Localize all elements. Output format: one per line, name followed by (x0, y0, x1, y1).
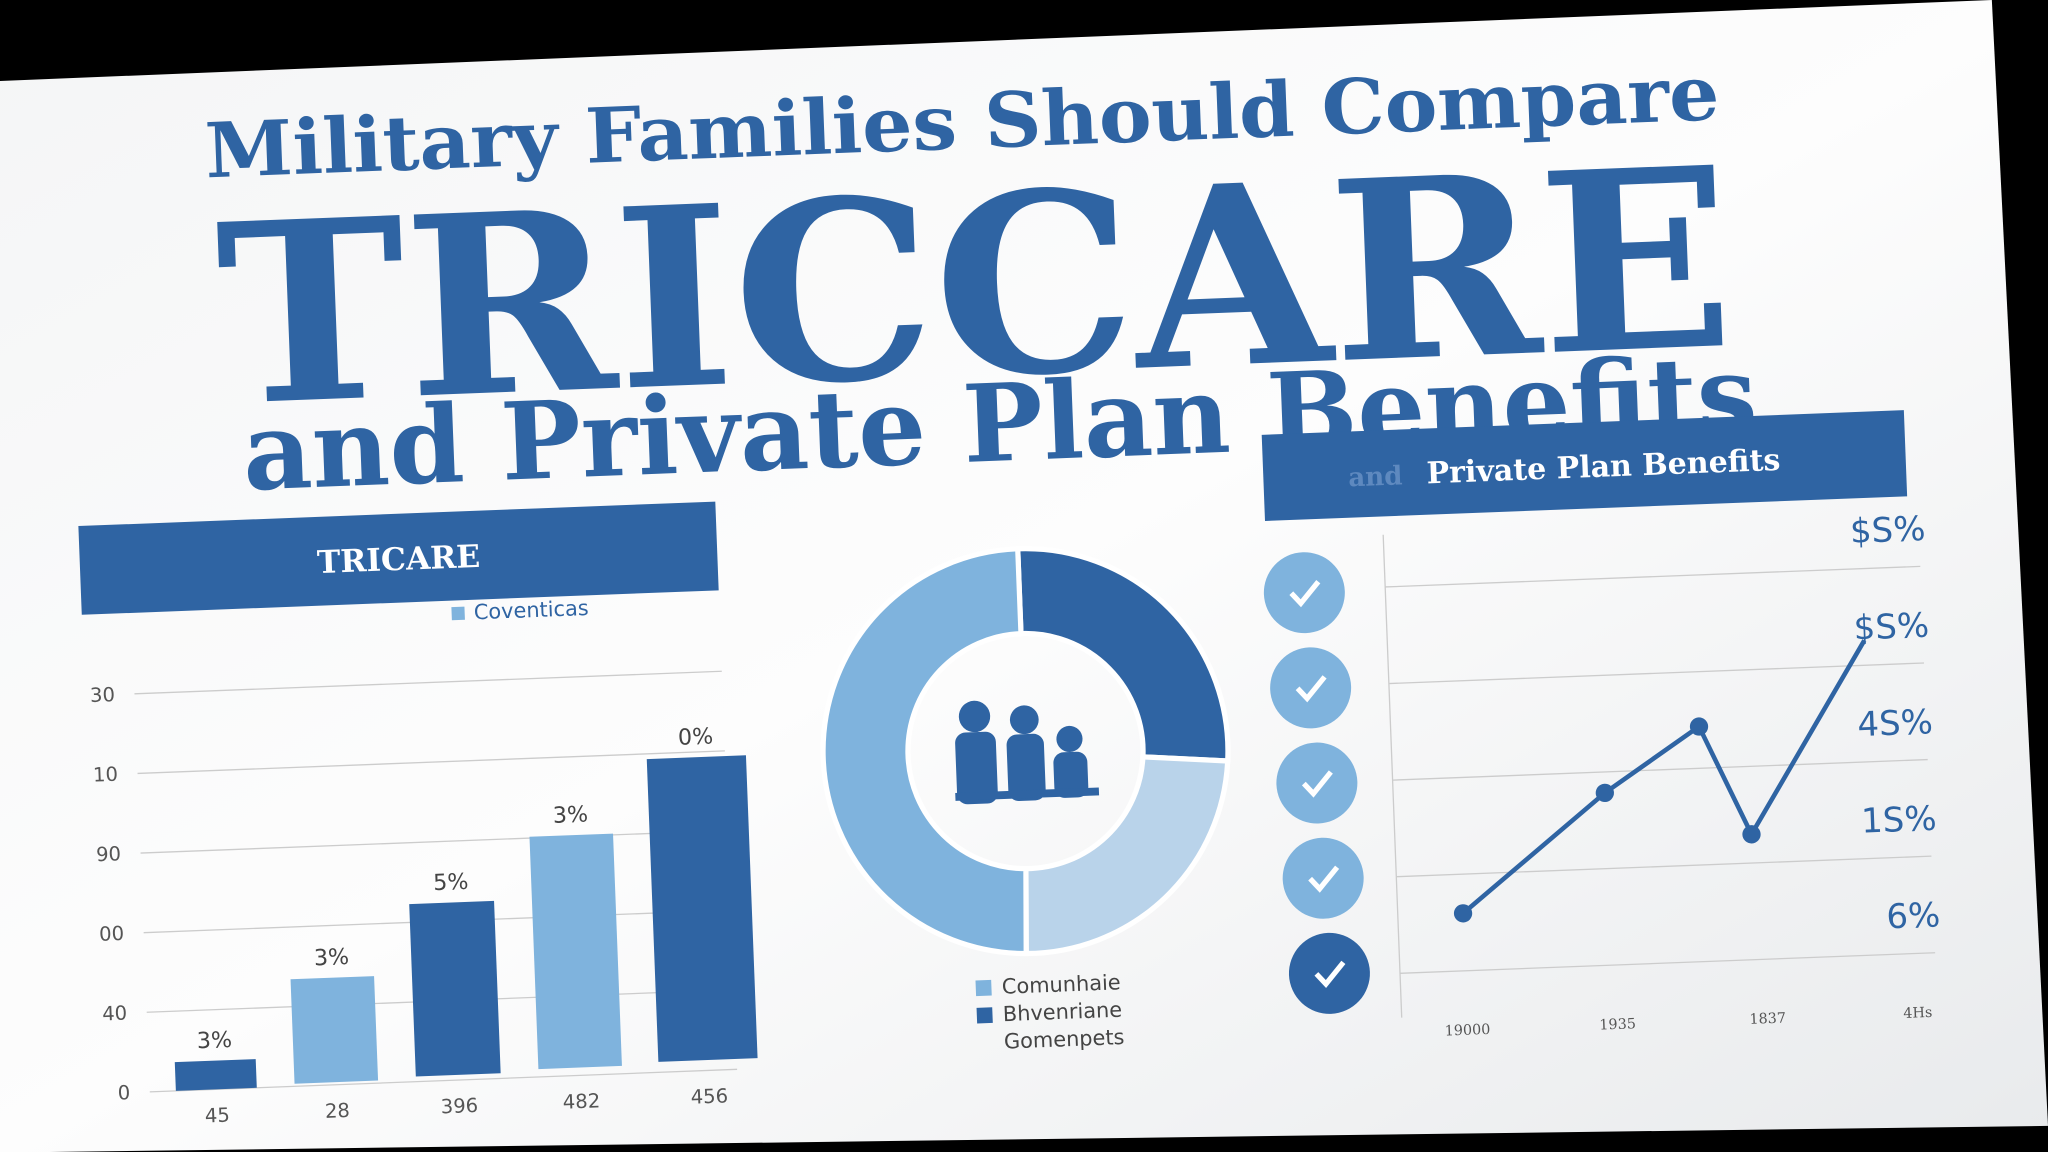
x-tick-label: 28 (325, 1099, 351, 1123)
icon-circle (1270, 647, 1352, 729)
left-header: TRICARE (316, 539, 480, 581)
legend-label: Coventicas (473, 596, 589, 624)
grid-line (137, 750, 725, 775)
grid-line (1396, 855, 1932, 878)
bar (290, 976, 379, 1084)
right-x-label: 4Hs (1903, 1005, 1933, 1022)
icon-check (1295, 675, 1327, 703)
icon-check (1301, 770, 1333, 798)
donut-segment (820, 546, 1029, 957)
trend-point (1453, 904, 1473, 923)
y-tick-label: 0 (117, 1081, 130, 1104)
x-tick-label: 456 (690, 1084, 728, 1108)
grid-line (1385, 565, 1921, 588)
bar (646, 755, 758, 1062)
right-x-label: 1837 (1749, 1011, 1786, 1028)
bar-label: 0% (677, 723, 713, 750)
legend-swatch (451, 606, 465, 621)
bar (409, 900, 501, 1077)
left-header-bar (78, 501, 719, 615)
bar-label: 3% (313, 944, 349, 971)
donut-legend-label: Gomenpets (1004, 1025, 1125, 1054)
trend-point (1742, 825, 1761, 844)
people-icon-head (1056, 725, 1083, 753)
trend-point (1595, 783, 1614, 803)
right-header-faint: and (1348, 460, 1403, 493)
people-icon-body (1053, 751, 1089, 798)
axis-line (1382, 534, 1403, 1018)
icon-circle (1282, 837, 1364, 919)
icon-check (1308, 865, 1340, 893)
donut-segment (1023, 754, 1231, 957)
x-tick-label: 396 (440, 1094, 478, 1118)
icon-check (1314, 960, 1346, 988)
bar-label: 5% (433, 869, 469, 896)
grid-line (134, 670, 722, 695)
legend-swatch (976, 1007, 993, 1024)
icon-circle (1288, 932, 1370, 1014)
donut-legend-label: Comunhaie (1001, 970, 1121, 999)
people-icon-body (1006, 733, 1046, 802)
grid-line (1388, 662, 1925, 685)
x-tick-label: 45 (204, 1104, 230, 1128)
y-tick-label: 00 (99, 922, 125, 946)
legend-swatch (975, 979, 992, 997)
grid-line (1392, 758, 1928, 781)
right-y-label: 6% (1886, 895, 1941, 937)
icon-check (1289, 580, 1321, 608)
donut-segment (1015, 546, 1231, 764)
people-icon-body (955, 731, 998, 805)
people-icon-base (955, 787, 1100, 801)
y-tick-label: 90 (96, 842, 122, 866)
people-icon-head (1009, 705, 1039, 735)
people-icon-head (958, 700, 991, 733)
trend-point (1689, 717, 1709, 736)
right-x-label: 1935 (1599, 1016, 1636, 1033)
y-tick-label: 40 (102, 1002, 128, 1026)
grid-line (140, 829, 728, 854)
bar-label: 3% (196, 1027, 232, 1054)
right-header-bar (1261, 410, 1908, 521)
right-y-label: 4S% (1857, 702, 1934, 745)
donut-legend-label: Bhvenriane (1002, 998, 1122, 1027)
content: Military Families Should CompareTRICCARE… (78, 48, 1941, 1128)
right-x-label: 19000 (1444, 1022, 1490, 1040)
right-y-label: $S% (1849, 509, 1926, 552)
bar-label: 3% (552, 801, 588, 828)
bar (529, 833, 622, 1070)
grid-line (1399, 952, 1936, 974)
right-y-label: 1S% (1860, 799, 1937, 842)
icon-circle (1276, 742, 1358, 824)
y-tick-label: 30 (90, 683, 116, 707)
title-line-2: TRICCARE (212, 112, 1737, 462)
y-tick-label: 10 (93, 763, 119, 787)
bar (174, 1059, 257, 1091)
x-tick-label: 482 (562, 1089, 600, 1113)
icon-circle (1263, 552, 1345, 634)
